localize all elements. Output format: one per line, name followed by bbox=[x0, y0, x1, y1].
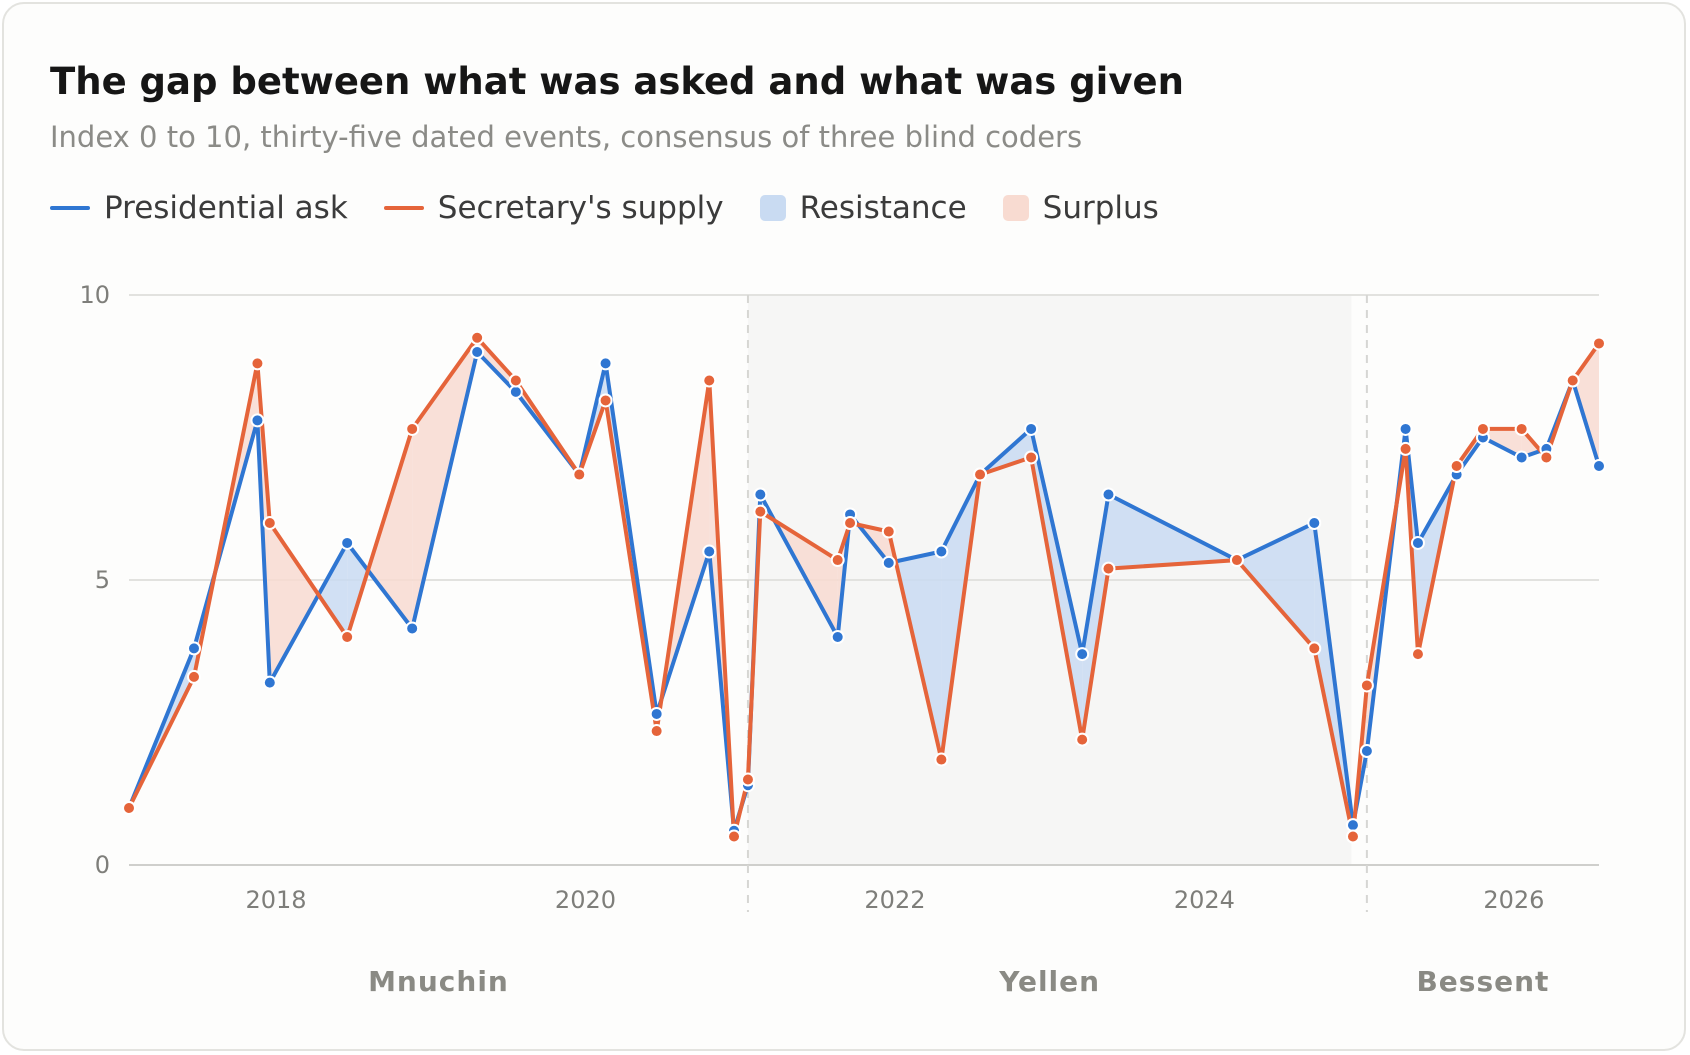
data-point bbox=[1075, 647, 1090, 662]
data-point bbox=[250, 413, 265, 428]
legend-label-ask: Presidential ask bbox=[104, 190, 348, 226]
chart-subtitle: Index 0 to 10, thirty-five dated events,… bbox=[50, 120, 1083, 154]
data-point bbox=[649, 724, 664, 739]
data-point bbox=[508, 384, 523, 399]
data-point bbox=[1539, 450, 1554, 465]
data-point bbox=[262, 516, 277, 530]
data-point bbox=[727, 829, 742, 844]
x-tick-label: 2024 bbox=[1174, 886, 1235, 914]
data-point bbox=[881, 555, 896, 570]
data-point bbox=[186, 669, 201, 684]
era-label-bessent: Bessent bbox=[1416, 965, 1549, 998]
data-point bbox=[1024, 450, 1039, 465]
legend-item-presidential-ask: Presidential ask bbox=[50, 190, 348, 226]
data-point bbox=[1075, 732, 1090, 747]
x-tick-label: 2020 bbox=[555, 886, 616, 914]
legend-swatch-surplus bbox=[1002, 195, 1029, 221]
legend-swatch-resistance bbox=[759, 195, 786, 221]
legend-swatch-ask bbox=[50, 206, 90, 210]
data-point bbox=[340, 535, 355, 550]
resistance-area bbox=[318, 543, 348, 637]
data-point bbox=[1398, 421, 1413, 436]
data-point bbox=[830, 553, 845, 568]
data-point bbox=[250, 356, 265, 371]
data-point bbox=[830, 630, 845, 644]
data-point bbox=[1565, 373, 1580, 388]
data-point bbox=[1345, 818, 1360, 833]
data-point bbox=[649, 706, 664, 721]
data-point bbox=[470, 330, 485, 345]
legend-label-resistance: Resistance bbox=[799, 190, 967, 226]
data-point bbox=[1101, 487, 1116, 502]
data-point bbox=[1449, 459, 1464, 473]
data-point bbox=[1410, 647, 1425, 662]
y-tick-label: 0 bbox=[95, 851, 110, 879]
data-point bbox=[1514, 421, 1529, 436]
legend-item-secretary-supply: Secretary's supply bbox=[383, 190, 724, 226]
chart-title: The gap between what was asked and what … bbox=[50, 60, 1184, 103]
data-point bbox=[186, 641, 201, 656]
data-point bbox=[753, 487, 768, 502]
data-point bbox=[973, 467, 988, 482]
data-point bbox=[598, 356, 613, 371]
legend-swatch-supply bbox=[383, 206, 424, 210]
surplus-area bbox=[368, 428, 413, 629]
data-point bbox=[262, 675, 277, 690]
series-points-secretary-supply bbox=[122, 330, 1606, 844]
data-point bbox=[702, 544, 717, 559]
data-point bbox=[1592, 336, 1606, 351]
x-tick-label: 2022 bbox=[864, 886, 925, 914]
data-point bbox=[1592, 459, 1606, 473]
data-point bbox=[1024, 421, 1039, 436]
data-point bbox=[934, 544, 949, 559]
data-point bbox=[470, 345, 485, 359]
data-point bbox=[1307, 641, 1322, 656]
data-point bbox=[572, 467, 587, 482]
surplus-area bbox=[269, 523, 319, 683]
legend-item-resistance: Resistance bbox=[759, 190, 967, 226]
data-point bbox=[881, 524, 896, 539]
data-point bbox=[1307, 516, 1322, 530]
data-point bbox=[1229, 553, 1244, 568]
data-point bbox=[598, 393, 613, 408]
x-tick-label: 2018 bbox=[245, 886, 306, 914]
data-point bbox=[1359, 678, 1374, 693]
x-tick-label: 2026 bbox=[1483, 886, 1544, 914]
data-point bbox=[740, 772, 755, 787]
data-point bbox=[508, 373, 523, 388]
data-point bbox=[702, 373, 717, 388]
era-label-yellen: Yellen bbox=[998, 965, 1100, 998]
data-point bbox=[1475, 421, 1490, 436]
data-point bbox=[1359, 744, 1374, 758]
resistance-area bbox=[1236, 523, 1315, 649]
data-point bbox=[753, 504, 768, 519]
data-point bbox=[1101, 561, 1116, 576]
data-point bbox=[1410, 535, 1425, 550]
legend-label-surplus: Surplus bbox=[1042, 190, 1159, 226]
data-point bbox=[405, 421, 420, 436]
data-point bbox=[1514, 450, 1529, 465]
data-point bbox=[1345, 829, 1360, 844]
era-label-mnuchin: Mnuchin bbox=[368, 965, 509, 998]
data-point bbox=[405, 621, 420, 636]
y-tick-label: 5 bbox=[95, 566, 110, 594]
data-point bbox=[1398, 441, 1413, 456]
data-point bbox=[934, 752, 949, 767]
legend: Presidential ask Secretary's supply Resi… bbox=[50, 190, 1195, 226]
data-point bbox=[122, 801, 136, 815]
data-point bbox=[340, 630, 355, 644]
data-point bbox=[843, 516, 858, 530]
y-tick-label: 10 bbox=[79, 281, 110, 309]
resistance-area bbox=[1082, 494, 1109, 740]
legend-label-supply: Secretary's supply bbox=[437, 190, 724, 226]
legend-item-surplus: Surplus bbox=[1002, 190, 1159, 226]
